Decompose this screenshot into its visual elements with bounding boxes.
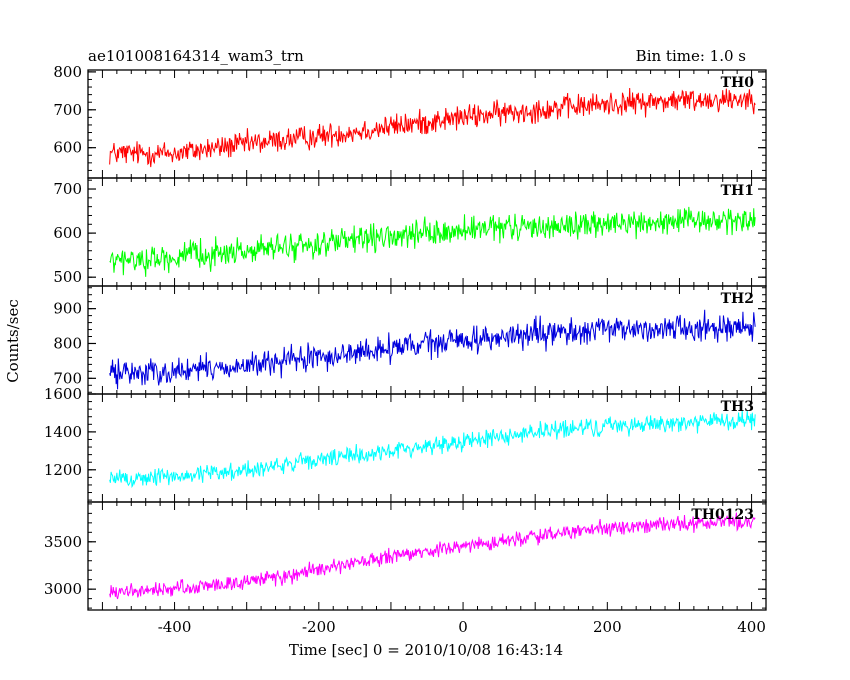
panels-group: 600 700 800 TH0 500 600 700 TH1 700 800 900 TH2 1200… <box>44 63 767 636</box>
panel-label-th0: TH0 <box>721 75 755 91</box>
panel-th1: 500 600 700 TH1 <box>53 177 767 287</box>
x-axis-label: Time [sec] 0 = 2010/10/08 16:43:14 <box>289 641 563 659</box>
panel-frame <box>87 285 767 395</box>
panel-th2: 700 800 900 TH2 <box>53 285 767 395</box>
panel-th0: 600 700 800 TH0 <box>53 63 767 179</box>
y-tick-label: 700 <box>53 180 82 198</box>
x-tick-label: 400 <box>737 618 766 636</box>
y-tick-label: 600 <box>53 139 82 157</box>
series-line-th3 <box>109 410 756 489</box>
panel-label-th2: TH2 <box>721 291 754 307</box>
y-tick-label: 800 <box>53 334 82 352</box>
y-tick-label: 800 <box>53 63 82 81</box>
series-line-th1 <box>109 206 756 277</box>
y-tick-label: 900 <box>53 300 82 318</box>
panel-frame <box>87 69 767 179</box>
chart-title: ae101008164314_wam3_trn <box>88 47 304 65</box>
series-line-th0123 <box>109 512 756 600</box>
panel-label-th1: TH1 <box>721 183 754 199</box>
y-tick-label: 1600 <box>44 385 82 403</box>
y-tick-label: 3000 <box>44 580 82 598</box>
y-axis-label: Counts/sec <box>4 299 22 383</box>
y-tick-label: 600 <box>53 224 82 242</box>
panel-frame <box>87 501 767 611</box>
panel-th0123: 3000 3500 TH0123 <box>44 501 767 611</box>
x-tick-label: 0 <box>458 618 468 636</box>
y-tick-label: 700 <box>53 101 82 119</box>
y-tick-label: 500 <box>53 268 82 286</box>
series-line-th2 <box>109 309 756 390</box>
panel-th3: 1200 1400 1600 TH3 <box>44 385 767 503</box>
y-tick-label: 1200 <box>44 461 82 479</box>
x-tick-label: 200 <box>593 618 622 636</box>
panel-label-th3: TH3 <box>721 399 754 415</box>
x-tick-label: -400 <box>158 618 192 636</box>
x-tick-label: -200 <box>302 618 336 636</box>
panel-label-th0123: TH0123 <box>691 507 754 523</box>
y-tick-label: 1400 <box>44 423 82 441</box>
series-line-th0 <box>109 88 756 168</box>
chart-subtitle: Bin time: 1.0 s <box>636 47 746 65</box>
y-tick-label: 3500 <box>44 533 82 551</box>
y-tick-label: 700 <box>53 369 82 387</box>
